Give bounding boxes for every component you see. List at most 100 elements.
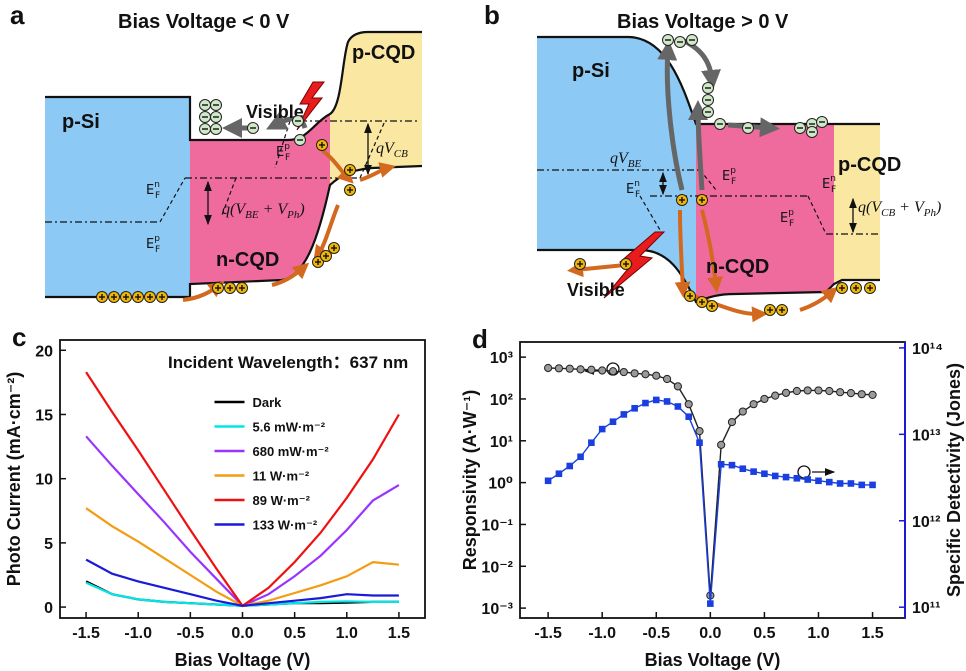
voltage-part: + V [895, 199, 926, 216]
legend-label: 89 W·m⁻² [253, 493, 311, 508]
y2-axis-label: Specific Detectivity (Jones) [944, 363, 964, 597]
voltage-part: ) [298, 201, 304, 218]
fermi-label: Ep F [722, 166, 736, 187]
fermi-base: E [626, 182, 634, 197]
point [847, 480, 855, 487]
fermi-sub: F [155, 191, 160, 201]
fermi-base: E [146, 237, 154, 252]
point [673, 382, 682, 391]
point [804, 476, 811, 483]
point [857, 390, 866, 399]
x-tick-label: -1.5 [72, 625, 100, 642]
fermi-sub: F [831, 185, 836, 195]
x-tick-label: 1.5 [861, 625, 883, 642]
point [577, 453, 584, 461]
fermi-sub: F [731, 177, 736, 187]
x-tick-label: -0.5 [177, 625, 205, 642]
series-line [85, 558, 399, 607]
point [792, 386, 801, 396]
point [695, 427, 704, 436]
point [641, 370, 650, 379]
point [739, 465, 747, 473]
fermi-sup: p [788, 208, 794, 218]
point [566, 462, 574, 470]
fermi-sub: F [789, 219, 794, 229]
voltage-label: qVCB [376, 140, 408, 160]
fermi-base: E [822, 177, 830, 192]
point [771, 472, 779, 480]
point [717, 440, 726, 449]
region-label: p-CQD [838, 154, 901, 176]
point [717, 461, 725, 468]
fermi-sub: F [155, 245, 160, 255]
y-tick-label: 10¹ [490, 434, 513, 451]
legend-label: 11 W·m⁻² [253, 469, 310, 484]
voltage-part: qV [376, 140, 396, 157]
point [598, 425, 606, 433]
x-tick-label: 1.0 [336, 625, 358, 642]
point [631, 405, 638, 412]
hole-path [313, 204, 340, 262]
electron-path [657, 40, 685, 191]
voltage-sub: Ph [286, 209, 300, 221]
point [749, 400, 758, 409]
point [707, 600, 714, 607]
x-tick-label: 0.0 [231, 625, 253, 642]
x-tick-label: -1.0 [588, 625, 616, 642]
plot-frame [59, 339, 426, 619]
point [760, 394, 769, 404]
voltage-sub: BE [245, 209, 259, 221]
point [793, 474, 801, 482]
y-tick-label: 10⁻² [481, 559, 513, 576]
voltage-part: + V [259, 201, 290, 218]
point [836, 388, 845, 397]
axis-pointer-circle [797, 465, 811, 479]
region-label: p-CQD [352, 42, 415, 64]
hole-path [271, 262, 310, 287]
fermi-level [45, 120, 420, 223]
fermi-sub: F [635, 190, 640, 200]
x-tick-label: 0.0 [699, 625, 721, 642]
point [554, 364, 564, 373]
region-label: n-CQD [216, 249, 279, 271]
fermi-base: E [722, 169, 730, 184]
fermi-label: En F [626, 179, 640, 200]
point [555, 470, 563, 478]
point [869, 481, 876, 489]
p-cqd-region [834, 124, 880, 284]
y-tick-label: 20 [35, 343, 53, 360]
fermi-label: Ep F [780, 208, 794, 229]
electron-path [688, 100, 709, 191]
legend-label: 133 W·m⁻² [253, 518, 318, 533]
point [652, 371, 661, 380]
point [609, 418, 617, 425]
point [674, 403, 682, 410]
p-cqd-region [330, 32, 422, 185]
point [728, 461, 736, 469]
y-tick-label: 10⁻¹ [481, 517, 513, 534]
region-label: p-Si [62, 111, 100, 133]
point [684, 400, 693, 409]
hole-path [320, 148, 354, 184]
light-label: Visible [246, 102, 304, 122]
point [814, 386, 823, 395]
light-label: Visible [567, 280, 625, 300]
y-tick-label: 10 [35, 472, 53, 489]
panel-a: a Bias Voltage < 0 V p-Si n-CQD p-CQD Vi… [10, 0, 423, 302]
x-tick-label: -1.5 [534, 625, 562, 642]
point [771, 391, 780, 400]
point [630, 369, 639, 378]
electron-path [680, 37, 721, 90]
fermi-sup: p [730, 166, 736, 176]
legend-label: 5.6 mW·m⁻² [253, 420, 326, 435]
point [620, 411, 628, 418]
x-axis-label: Bias Voltage (V) [645, 650, 781, 670]
voltage-sub: Ph [923, 207, 937, 219]
y2-tick-label: 10¹¹ [912, 600, 940, 617]
hole-path [674, 209, 691, 298]
point [825, 386, 834, 396]
point [619, 367, 628, 377]
point [588, 439, 595, 447]
diagram-title: Bias Voltage < 0 V [118, 11, 290, 33]
